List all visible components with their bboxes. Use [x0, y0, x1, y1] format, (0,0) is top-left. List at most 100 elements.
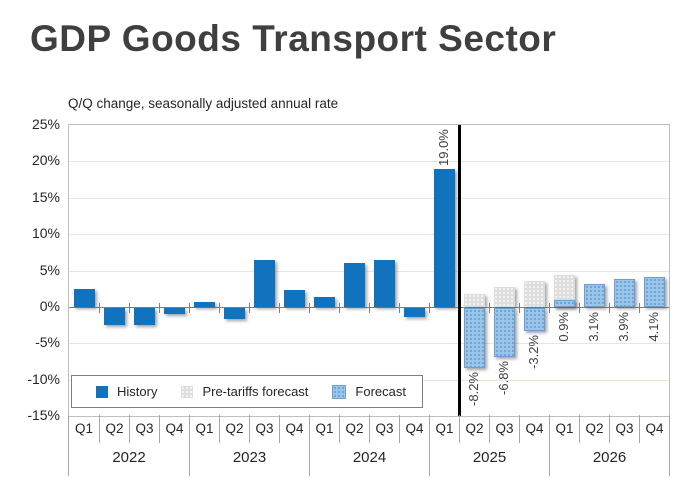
- category-tick: [188, 302, 190, 313]
- category-tick: [428, 302, 430, 313]
- y-axis-label: 25%: [31, 116, 60, 132]
- forecast-swatch-icon: [332, 384, 347, 399]
- year-label-row: 2022 2023 2024 2025 2026: [69, 443, 669, 476]
- category-tick: [98, 302, 100, 313]
- category-tick: [578, 302, 580, 313]
- history-swatch-icon: [96, 385, 108, 398]
- quarter-label: Q3: [369, 415, 399, 443]
- year-label: 2024: [309, 443, 429, 476]
- y-axis-label: 15%: [31, 188, 60, 205]
- quarter-label: Q4: [159, 415, 189, 443]
- year-label: 2023: [189, 443, 309, 476]
- category-tick: [518, 302, 520, 313]
- x-axis: Q1 Q2 Q3 Q4 Q1 Q2 Q3 Q4 Q1 Q2 Q3 Q4 Q1 Q2 Q3 Q4 Q1 Q2 Q3 Q4…: [68, 415, 670, 476]
- legend: History Pre-tariffs forecast Forecast: [71, 375, 423, 408]
- plot-area: History Pre-tariffs forecast Forecast 19…: [68, 124, 670, 417]
- bar-history-2024-Q3: [373, 260, 395, 307]
- data-label: 3.9%: [616, 311, 631, 342]
- bar-pre_tariffs-2025-Q2: [463, 293, 485, 307]
- bar-history-2023-Q2: [223, 307, 245, 319]
- bar-history-2023-Q3: [253, 260, 275, 307]
- gridline: [69, 161, 669, 163]
- data-label: 19.0%: [436, 128, 451, 166]
- category-tick: [308, 302, 310, 313]
- category-tick: [368, 302, 370, 313]
- legend-item-history: History: [96, 384, 157, 399]
- quarter-label: Q2: [219, 415, 249, 443]
- bar-forecast-2026-Q2: [583, 284, 605, 307]
- bar-history-2024-Q1: [313, 297, 335, 307]
- gridline: [69, 343, 669, 345]
- chart-title: GDP Goods Transport Sector: [30, 18, 557, 59]
- y-axis-label: 20%: [31, 152, 60, 169]
- quarter-label: Q4: [399, 415, 429, 443]
- bar-forecast-2026-Q1: [553, 300, 575, 307]
- bar-history-2025-Q1: [433, 168, 455, 307]
- legend-label-forecast: Forecast: [355, 384, 406, 399]
- quarter-label: Q1: [549, 415, 579, 443]
- quarter-label: Q2: [579, 415, 609, 443]
- y-axis-label: 5%: [39, 261, 60, 278]
- data-label: 0.9%: [556, 311, 571, 342]
- data-label: 3.1%: [586, 311, 601, 342]
- quarter-label: Q4: [639, 415, 669, 443]
- bar-history-2024-Q2: [343, 263, 365, 307]
- bar-forecast-2025-Q2: [463, 307, 485, 368]
- quarter-label: Q2: [99, 415, 129, 443]
- year-label: 2026: [549, 443, 669, 476]
- category-tick: [608, 302, 610, 313]
- bar-pre_tariffs-2026-Q1: [553, 274, 575, 307]
- category-tick: [278, 302, 280, 313]
- category-tick: [338, 302, 340, 313]
- gridline: [69, 270, 669, 272]
- data-label: 4.1%: [646, 311, 661, 342]
- bar-forecast-2025-Q3: [493, 307, 515, 358]
- y-axis-label: 0%: [39, 297, 60, 314]
- year-label: 2022: [112, 449, 146, 466]
- history-forecast-separator-line: [457, 125, 461, 416]
- category-tick: [488, 302, 490, 313]
- bar-history-2023-Q1: [193, 301, 215, 307]
- y-axis-label: -5%: [35, 334, 60, 351]
- bar-history-2023-Q4: [283, 290, 305, 307]
- quarter-label: Q2: [459, 415, 489, 443]
- legend-item-forecast: Forecast: [332, 384, 406, 399]
- bar-pre_tariffs-2025-Q3: [493, 286, 515, 307]
- quarter-label: Q1: [309, 415, 339, 443]
- quarter-label: Q4: [279, 415, 309, 443]
- bar-forecast-2026-Q4: [643, 277, 665, 307]
- bar-history-2024-Q4: [403, 307, 425, 317]
- legend-label-pre-tariffs: Pre-tariffs forecast: [202, 384, 309, 399]
- bar-history-2022-Q1: [73, 289, 95, 307]
- quarter-label: Q4: [519, 415, 549, 443]
- quarter-label: Q1: [429, 415, 459, 443]
- category-tick: [218, 302, 220, 313]
- data-label: -6.8%: [496, 361, 511, 396]
- bar-forecast-2026-Q3: [613, 278, 635, 307]
- legend-item-pre-tariffs: Pre-tariffs forecast: [181, 384, 308, 399]
- gridline: [69, 234, 669, 236]
- quarter-label: Q1: [189, 415, 219, 443]
- quarter-label: Q2: [339, 415, 369, 443]
- bar-pre_tariffs-2025-Q4: [523, 281, 545, 307]
- y-axis-label: -10%: [27, 370, 60, 387]
- bar-history-2022-Q4: [163, 307, 185, 314]
- chart-subtitle: Q/Q change, seasonally adjusted annual r…: [68, 96, 339, 111]
- data-label: -3.2%: [526, 335, 541, 370]
- quarter-label: Q3: [489, 415, 519, 443]
- year-label: 2025: [429, 443, 549, 476]
- legend-label-history: History: [117, 384, 158, 399]
- category-tick: [638, 302, 640, 313]
- category-tick: [248, 302, 250, 313]
- quarter-label: Q3: [609, 415, 639, 443]
- category-tick: [128, 302, 130, 313]
- quarter-label: Q3: [129, 415, 159, 443]
- y-axis-label: -15%: [27, 407, 60, 423]
- quarter-label-row: Q1 Q2 Q3 Q4 Q1 Q2 Q3 Q4 Q1 Q2 Q3 Q4 Q1 Q2 Q3 Q4 Q1 Q2 Q3 Q4: [69, 415, 669, 443]
- data-label: -8.2%: [466, 371, 481, 406]
- category-tick: [548, 302, 550, 313]
- quarter-label: Q1: [74, 421, 93, 436]
- gridline: [69, 197, 669, 199]
- bar-history-2022-Q3: [133, 307, 155, 325]
